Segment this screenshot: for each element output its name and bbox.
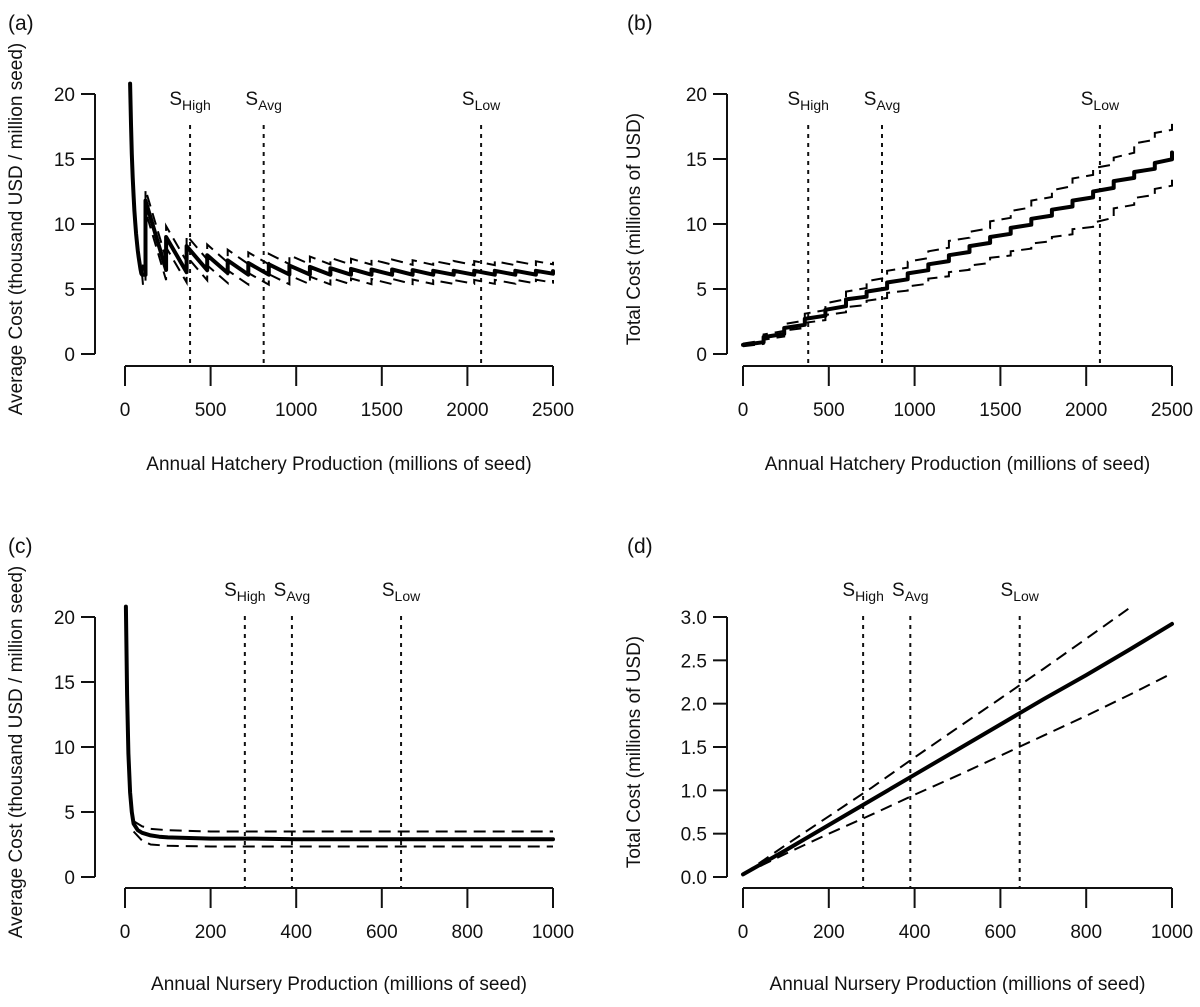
x-tick-label: 800 [1070,922,1102,943]
y-tick-label: 15 [54,673,75,694]
y-tick-label: 0 [64,345,75,366]
y-tick-label: 1.0 [681,781,707,802]
reference-label-low: SLow [462,89,501,113]
reference-label-high: SHigh [224,580,265,604]
series-upper [742,607,1130,876]
y-tick-label: 0.0 [681,868,707,889]
panel-b: (b) 0 5 10 15 20 0 500 1000 1500 2000 2500 Annual Ha… [624,12,1193,475]
reference-label-avg: SAvg [274,580,311,604]
x-tick-label: 800 [452,922,484,943]
x-axis-title: Annual Hatchery Production (millions of … [765,454,1150,475]
x-tick-label: 200 [813,922,845,943]
x-tick-label: 200 [195,922,227,943]
y-tick-label: 5 [64,803,75,824]
y-tick-label: 0.5 [681,825,707,846]
reference-label-low: SLow [382,580,421,604]
series-lower [742,672,1173,876]
panel-label: (d) [627,535,653,558]
y-tick-label: 3.0 [681,608,707,629]
x-tick-label: 400 [280,922,312,943]
x-tick-label: 1500 [361,400,403,421]
y-axis-title: Total Cost (millions of USD) [624,636,645,868]
panel-label: (a) [8,12,34,35]
x-tick-label: 0 [738,400,749,421]
x-axis-title: Annual Nursery Production (millions of s… [770,974,1146,995]
reference-label-low: SLow [1081,89,1120,113]
x-tick-label: 1000 [1151,922,1193,943]
series-lower [132,830,553,848]
x-tick-label: 2000 [1065,400,1107,421]
y-axis-title: Average Cost (thousand USD / million see… [6,43,27,415]
x-tick-label: 0 [120,400,131,421]
y-tick-label: 2.0 [681,695,707,716]
y-tick-label: 10 [54,215,75,236]
x-axis-title: Annual Hatchery Production (millions of … [146,454,531,475]
panel-label: (c) [8,535,33,558]
x-tick-label: 600 [366,922,398,943]
y-tick-label: 5 [696,280,707,301]
x-tick-label: 0 [738,922,749,943]
reference-label-high: SHigh [787,89,828,113]
x-tick-label: 2500 [1151,400,1193,421]
x-tick-label: 0 [120,922,131,943]
reference-label-avg: SAvg [245,89,282,113]
x-tick-label: 2000 [446,400,488,421]
y-tick-label: 10 [686,215,707,236]
x-axis-title: Annual Nursery Production (millions of s… [151,974,527,995]
series-lower [129,83,554,287]
reference-label-avg: SAvg [864,89,901,113]
x-tick-label: 500 [813,400,845,421]
x-tick-label: 500 [195,400,227,421]
y-tick-label: 15 [54,150,75,171]
y-tick-label: 2.5 [681,651,707,672]
y-tick-label: 20 [54,85,75,106]
series-mean [741,621,1174,877]
series-mean [123,604,555,842]
series-upper [742,123,1173,345]
y-tick-label: 0 [64,868,75,889]
panel-label: (b) [627,12,653,35]
series-lower [742,179,1173,348]
y-tick-label: 1.5 [681,738,707,759]
reference-label-avg: SAvg [892,580,929,604]
reference-label-low: SLow [1001,580,1040,604]
y-tick-label: 15 [686,150,707,171]
reference-label-high: SHigh [842,580,883,604]
reference-label-high: SHigh [169,89,210,113]
y-axis-title: Total Cost (millions of USD) [624,113,645,345]
y-tick-label: 0 [696,345,707,366]
series-upper [133,820,553,833]
x-tick-label: 1000 [275,400,317,421]
x-tick-label: 1000 [893,400,935,421]
x-tick-label: 1500 [979,400,1021,421]
y-tick-label: 5 [64,280,75,301]
x-tick-label: 400 [899,922,931,943]
x-tick-label: 600 [985,922,1017,943]
panel-d: (d) 0.0 0.5 1.0 1.5 2.0 2.5 3.0 0 200 400 600 800 100… [624,535,1193,995]
x-tick-label: 2500 [532,400,574,421]
y-tick-label: 20 [686,85,707,106]
panel-a: (a) 0 5 10 15 20 0 500 1000 1500 2000 2500 Annual Ha… [6,12,574,475]
x-tick-label: 1000 [532,922,574,943]
y-tick-label: 10 [54,738,75,759]
y-tick-label: 20 [54,608,75,629]
y-axis-title: Average Cost (thousand USD / million see… [6,566,27,938]
